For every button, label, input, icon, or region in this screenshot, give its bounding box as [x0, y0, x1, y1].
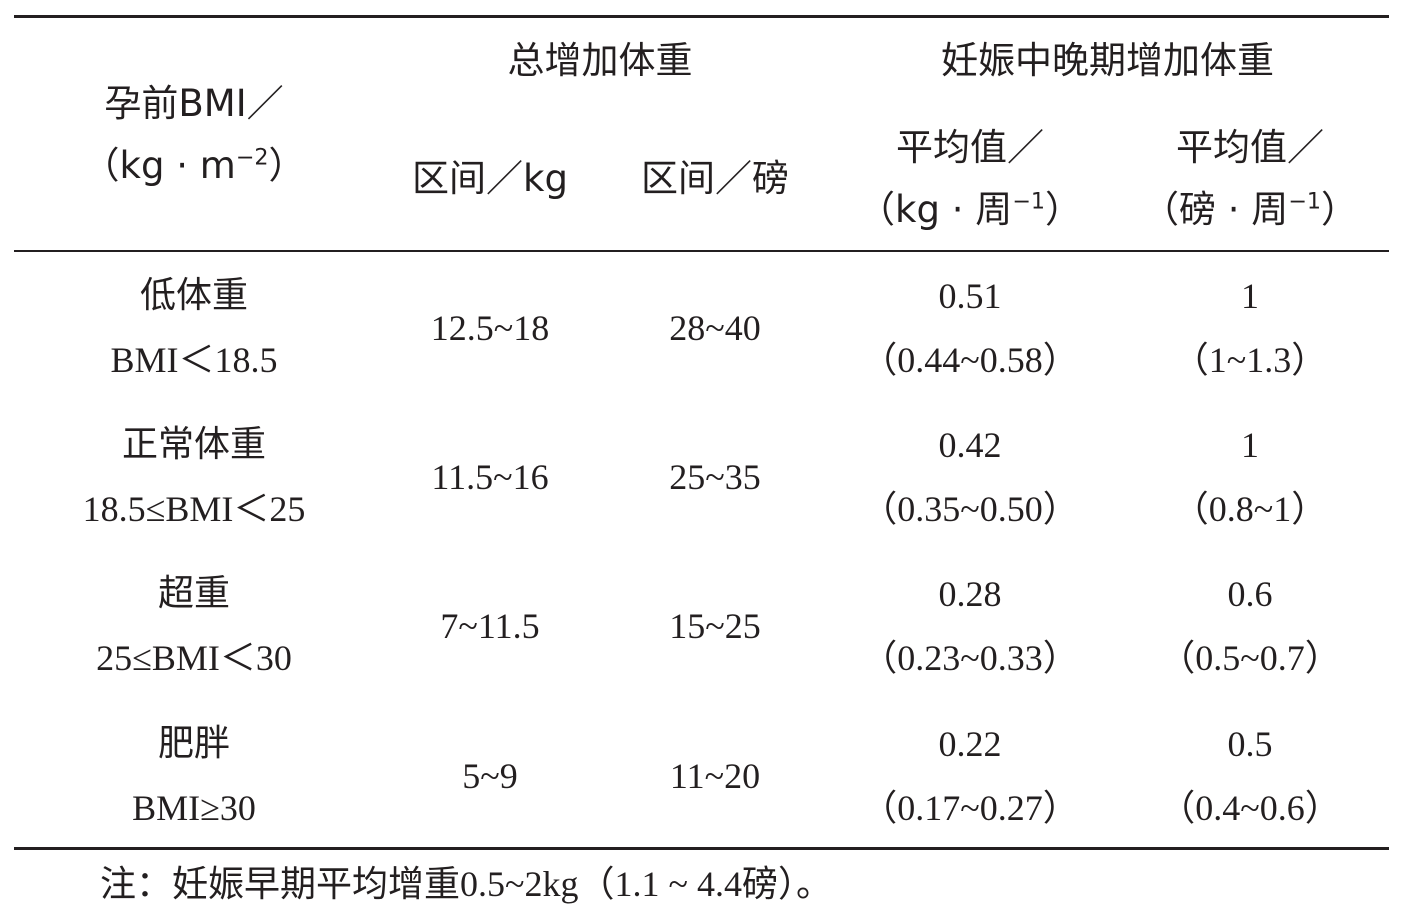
header-bmi-line2: （kg · m−2）	[82, 144, 306, 187]
row-1-category: 正常体重	[121, 424, 266, 465]
row-3-mean-lb-range: （0.4~0.6）	[1159, 788, 1341, 828]
row-3-mean-kg: 0.22	[938, 724, 1002, 764]
row-2-category: 超重	[157, 573, 230, 614]
header-bmi: 孕前BMI／ （kg · m−2）	[14, 70, 374, 200]
row-3-total-lb: 11~20	[669, 756, 761, 796]
row-1-mean-lb-cell: 1 （0.8~1）	[1110, 413, 1390, 541]
row-3-mean-lb-cell: 0.5 （0.4~0.6）	[1110, 712, 1390, 840]
row-2-category-cell: 超重 25≤BMI＜30	[14, 562, 374, 690]
row-1-bmi-range: 18.5≤BMI＜25	[82, 489, 306, 529]
row-1-total-lb: 25~35	[669, 457, 761, 497]
row-2-bmi-range: 25≤BMI＜30	[96, 638, 292, 678]
row-1-mean-lb-range: （0.8~1）	[1172, 489, 1328, 529]
row-1-mean-kg: 0.42	[938, 425, 1002, 465]
row-2-mean-kg-cell: 0.28 （0.23~0.33）	[830, 562, 1110, 690]
row-0-category-cell: 低体重 BMI＜18.5	[14, 264, 374, 392]
header-range-kg: 区间／kg	[412, 157, 568, 200]
table-bottom-rule	[14, 847, 1389, 850]
header-range-lb: 区间／磅	[641, 157, 789, 200]
row-0-mean-kg-range: （0.44~0.58）	[861, 340, 1079, 380]
row-2-mean-kg-range: （0.23~0.33）	[861, 638, 1079, 678]
row-3-mean-lb: 0.5	[1227, 724, 1273, 764]
table-top-rule	[14, 15, 1389, 18]
header-mean-kg-line2: （kg · 周−1）	[858, 188, 1082, 231]
row-3-category-cell: 肥胖 BMI≥30	[14, 712, 374, 840]
row-2-total-kg: 7~11.5	[440, 606, 540, 646]
row-3-mean-kg-range: （0.17~0.27）	[861, 788, 1079, 828]
header-mean-lb: 平均值／ （磅 · 周−1）	[1110, 114, 1390, 244]
header-mean-lb-line2: （磅 · 周−1）	[1141, 188, 1358, 231]
row-0-mean-kg: 0.51	[938, 276, 1002, 316]
row-3-total-kg: 5~9	[462, 756, 518, 796]
row-1-mean-lb: 1	[1241, 425, 1259, 465]
header-bmi-line1: 孕前BMI／	[104, 82, 284, 125]
row-1-mean-kg-cell: 0.42 （0.35~0.50）	[830, 413, 1110, 541]
row-2-mean-lb-cell: 0.6 （0.5~0.7）	[1110, 562, 1390, 690]
row-0-mean-lb-cell: 1 （1~1.3）	[1110, 264, 1390, 392]
header-mid-late-gain: 妊娠中晚期增加体重	[941, 39, 1274, 82]
row-3-bmi-range: BMI≥30	[132, 788, 256, 828]
row-0-total-lb: 28~40	[669, 308, 761, 348]
row-2-mean-lb: 0.6	[1227, 574, 1273, 614]
header-mean-lb-line1: 平均值／	[1176, 126, 1324, 169]
header-divider-rule	[14, 250, 1389, 252]
row-3-mean-kg-cell: 0.22 （0.17~0.27）	[830, 712, 1110, 840]
table-note: 注：妊娠早期平均增重0.5~2kg（1.1 ~ 4.4磅）。	[100, 864, 832, 904]
row-1-total-kg: 11.5~16	[431, 457, 549, 497]
row-1-mean-kg-range: （0.35~0.50）	[861, 489, 1079, 529]
header-total-gain: 总增加体重	[507, 39, 693, 82]
row-0-mean-lb: 1	[1241, 276, 1259, 316]
header-mean-kg-line1: 平均值／	[896, 126, 1044, 169]
row-0-total-kg: 12.5~18	[430, 308, 550, 348]
row-0-mean-kg-cell: 0.51 （0.44~0.58）	[830, 264, 1110, 392]
row-2-mean-kg: 0.28	[938, 574, 1002, 614]
row-3-category: 肥胖	[157, 723, 230, 764]
row-2-mean-lb-range: （0.5~0.7）	[1159, 638, 1341, 678]
header-mean-kg: 平均值／ （kg · 周−1）	[830, 114, 1110, 244]
row-1-category-cell: 正常体重 18.5≤BMI＜25	[14, 413, 374, 541]
row-0-mean-lb-range: （1~1.3）	[1172, 340, 1328, 380]
row-0-bmi-range: BMI＜18.5	[110, 340, 278, 380]
row-0-category: 低体重	[139, 275, 248, 316]
row-2-total-lb: 15~25	[669, 606, 761, 646]
